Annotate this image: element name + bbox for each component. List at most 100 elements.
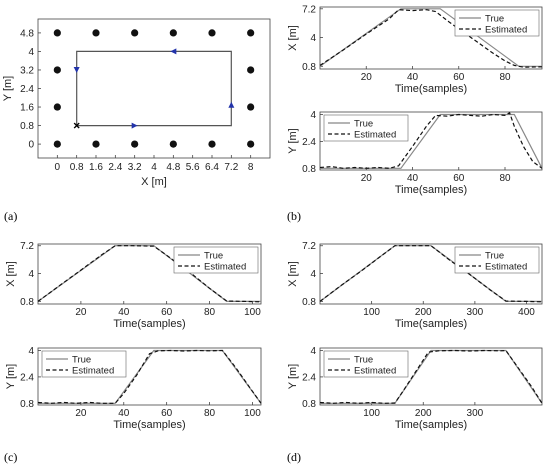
x-tick-label-c-y: 40 (118, 408, 130, 419)
x-tick-label-b-y: 20 (361, 173, 373, 184)
y-tick-label-a: 2.4 (20, 84, 34, 95)
anchor-point (53, 103, 61, 111)
x-tick-label-a: 0 (55, 162, 61, 173)
x-tick-label-b-y: 40 (407, 173, 419, 184)
x-tick-label-c-y: 80 (204, 408, 216, 419)
y-tick-label-d-y: 0.8 (302, 399, 316, 410)
x-tick-label-a: 1.6 (89, 162, 103, 173)
y-tick-label-a: 4 (28, 47, 34, 58)
anchor-point (247, 29, 255, 37)
direction-arrow-down (73, 66, 80, 73)
axes-frame-a (37, 18, 271, 159)
anchor-point (92, 29, 100, 37)
y-tick-label-b-y: 0.8 (302, 164, 316, 175)
panel-label-a: (a) (4, 209, 18, 223)
x-tick-label-c-x: 100 (244, 307, 261, 318)
legend-box-d-x (454, 246, 540, 274)
anchor-point (247, 103, 255, 111)
legend-label-c-y-true: True (72, 355, 91, 366)
x-tick-label-d-y: 100 (363, 408, 380, 419)
x-tick-label-c-y: 100 (244, 408, 261, 419)
legend-box-c-x (173, 246, 259, 274)
panel-label-d: (d) (287, 450, 301, 464)
y-tick-label-a: 4.8 (20, 28, 34, 39)
x-tick-label-d-y: 300 (467, 408, 484, 419)
y-axis-label-c-y: Y [m] (5, 364, 17, 389)
y-tick-label-d-y: 4 (310, 346, 316, 357)
legend-label-b-x-estimated: Estimated (485, 25, 527, 36)
legend-label-b-y-estimated: Estimated (354, 130, 396, 141)
x-tick-label-a: 0.8 (70, 162, 84, 173)
legend-box-d-y (323, 350, 409, 378)
direction-arrow-right (131, 122, 138, 129)
x-tick-label-b-x: 80 (499, 72, 511, 83)
y-tick-label-c-y: 0.8 (20, 399, 34, 410)
x-axis-label-a: X [m] (141, 176, 167, 188)
y-tick-label-c-x: 7.2 (20, 241, 34, 252)
legend-label-d-x-true: True (485, 251, 504, 262)
x-tick-label-c-y: 60 (161, 408, 173, 419)
x-tick-label-b-y: 80 (499, 173, 511, 184)
panel-label-c: (c) (4, 450, 18, 464)
series-line-b-x-true (319, 8, 542, 67)
legend-label-d-y-true: True (354, 355, 373, 366)
anchor-point (131, 29, 139, 37)
x-tick-label-b-x: 20 (361, 72, 373, 83)
y-tick-label-c-y: 2.4 (20, 372, 34, 383)
anchor-point (53, 29, 61, 37)
x-tick-label-d-x: 100 (363, 307, 380, 318)
legend-label-c-y-estimated: Estimated (72, 366, 114, 377)
series-line-b-y-estimated (319, 111, 543, 169)
direction-arrow-up (228, 101, 235, 108)
anchor-point (247, 140, 255, 148)
anchor-point (53, 140, 61, 148)
start-marker (73, 122, 80, 129)
y-tick-label-d-x: 7.2 (302, 241, 316, 252)
x-tick-label-c-x: 80 (204, 307, 216, 318)
series-line-b-x-estimated (319, 9, 543, 68)
series-line-d-x-estimated (319, 245, 543, 303)
x-tick-label-a: 2.4 (108, 162, 122, 173)
x-tick-label-b-x: 40 (407, 72, 419, 83)
x-tick-label-c-x: 20 (75, 307, 87, 318)
legend-label-c-x-true: True (204, 251, 223, 262)
x-axis-label-d-y: Time(samples) (395, 419, 467, 431)
legend-box-b-y (323, 114, 409, 142)
x-tick-label-c-y: 20 (75, 408, 87, 419)
y-tick-label-b-x: 0.8 (302, 62, 316, 73)
direction-arrow-left (170, 48, 177, 55)
y-axis-label-c-x: X [m] (5, 261, 17, 287)
series-line-c-x-estimated (37, 245, 262, 303)
legend-box-c-y (41, 350, 127, 378)
y-tick-label-b-y: 4 (310, 110, 316, 121)
legend-box-b-x (454, 9, 540, 37)
y-tick-label-d-y: 2.4 (302, 372, 316, 383)
legend-label-b-x-true: True (485, 14, 504, 25)
y-tick-label-c-x: 4 (28, 269, 34, 280)
x-tick-label-b-y: 60 (453, 173, 465, 184)
y-tick-label-d-x: 4 (310, 269, 316, 280)
y-axis-label-b-y: Y [m] (287, 128, 299, 153)
x-tick-label-c-x: 40 (118, 307, 130, 318)
y-tick-label-a: 3.2 (20, 65, 34, 76)
anchor-point (131, 140, 139, 148)
x-tick-label-d-x: 400 (518, 307, 535, 318)
legend-label-b-y-true: True (354, 119, 373, 130)
anchor-point (92, 140, 100, 148)
anchor-point (169, 29, 177, 37)
x-tick-label-a: 8 (248, 162, 254, 173)
y-axis-label-d-x: X [m] (287, 261, 299, 287)
y-tick-label-a: 0 (28, 140, 34, 151)
legend-label-d-y-estimated: Estimated (354, 366, 396, 377)
legend-label-c-x-estimated: Estimated (204, 262, 246, 273)
trajectory-path (76, 50, 232, 127)
anchor-point (247, 66, 255, 74)
y-axis-label-a: Y [m] (2, 76, 14, 101)
x-tick-label-d-y: 200 (415, 408, 432, 419)
x-tick-label-c-x: 60 (161, 307, 173, 318)
x-axis-label-b-y: Time(samples) (395, 184, 467, 196)
x-axis-label-d-x: Time(samples) (395, 318, 467, 330)
anchor-point (53, 66, 61, 74)
x-tick-label-a: 7.2 (224, 162, 238, 173)
